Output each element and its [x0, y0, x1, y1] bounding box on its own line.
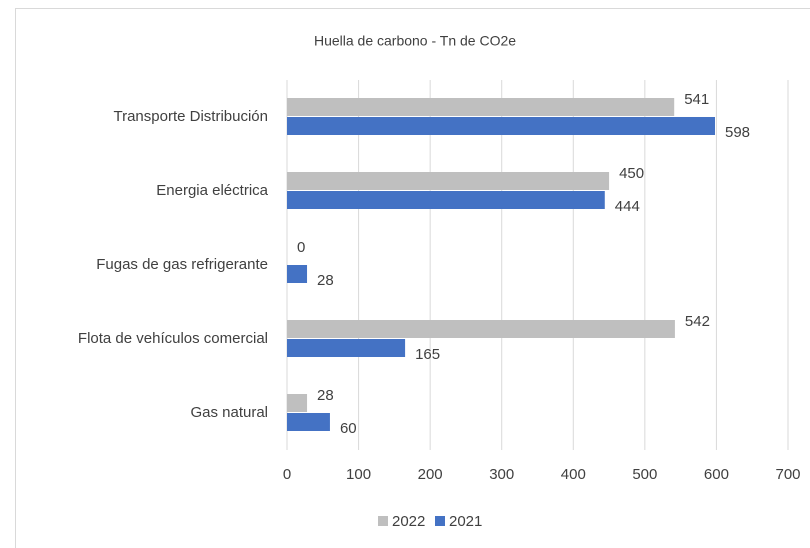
x-tick-label: 700	[775, 466, 800, 483]
data-label: 598	[725, 124, 750, 141]
bar	[287, 117, 715, 135]
x-tick-label: 600	[704, 466, 729, 483]
bar	[287, 339, 406, 357]
data-label: 165	[415, 346, 440, 363]
data-label: 542	[685, 313, 710, 330]
data-label: 450	[619, 165, 644, 182]
data-label: 28	[317, 387, 334, 404]
chart-title: Huella de carbono - Tn de CO2e	[314, 33, 516, 49]
x-tick-label: 100	[346, 466, 371, 483]
y-tick-label: Fugas de gas refrigerante	[96, 256, 268, 273]
data-label: 60	[340, 420, 357, 437]
x-tick-label: 300	[489, 466, 514, 483]
data-label: 541	[684, 91, 709, 108]
x-tick-label: 200	[418, 466, 443, 483]
data-label: 28	[317, 272, 334, 289]
data-label: 0	[297, 239, 305, 256]
y-tick-label: Flota de vehículos comercial	[78, 330, 268, 347]
legend-swatch	[435, 516, 445, 526]
bar	[287, 191, 605, 209]
x-tick-label: 0	[283, 466, 291, 483]
bar	[287, 265, 308, 283]
bar	[287, 320, 675, 338]
bar	[287, 413, 330, 431]
y-tick-label: Energia eléctrica	[156, 182, 268, 199]
legend-label: 2021	[449, 513, 482, 530]
chart-frame	[15, 8, 810, 548]
legend-swatch	[378, 516, 388, 526]
y-tick-label: Gas natural	[190, 404, 268, 421]
x-tick-label: 500	[632, 466, 657, 483]
y-tick-label: Transporte Distribución	[113, 108, 268, 125]
data-label: 444	[615, 198, 640, 215]
bar	[287, 172, 610, 190]
legend-label: 2022	[392, 513, 425, 530]
bar	[287, 394, 308, 412]
bar	[287, 98, 675, 116]
x-tick-label: 400	[561, 466, 586, 483]
